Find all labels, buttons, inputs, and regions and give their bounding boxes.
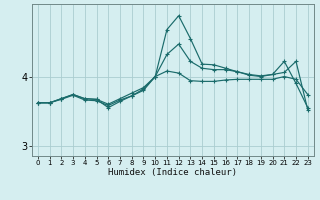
X-axis label: Humidex (Indice chaleur): Humidex (Indice chaleur) xyxy=(108,168,237,177)
